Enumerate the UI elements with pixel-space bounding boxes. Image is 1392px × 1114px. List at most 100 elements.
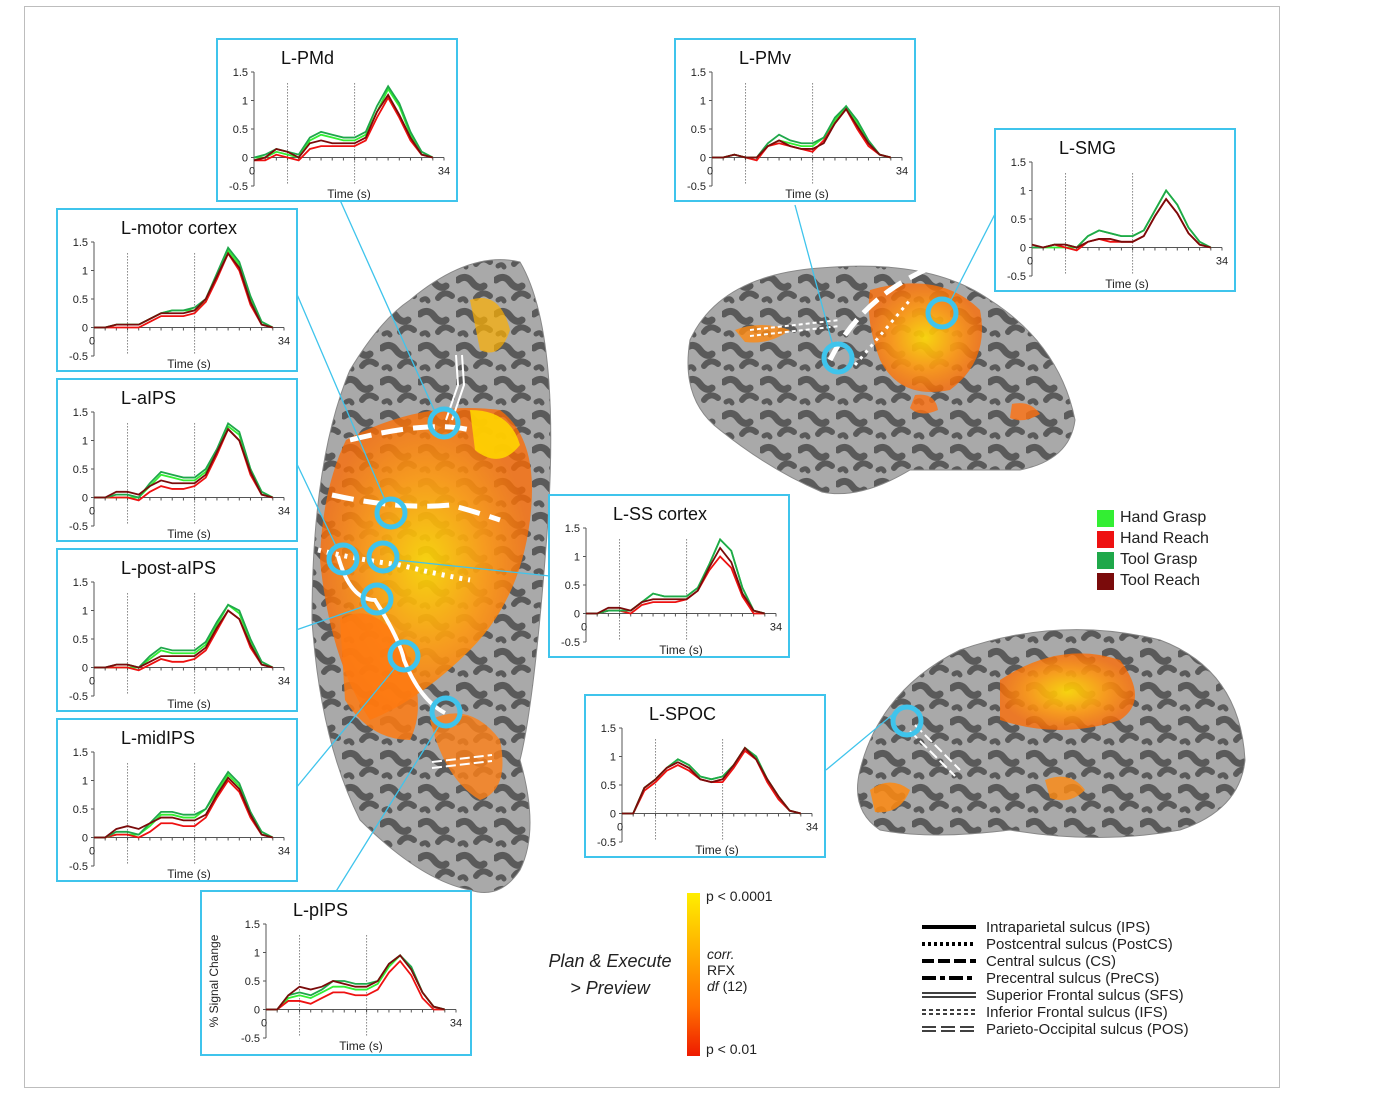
y-tick-label: -0.5 — [69, 351, 88, 363]
sulcus-line-double — [922, 992, 976, 998]
legend-item: Tool Grasp — [1097, 550, 1197, 570]
y-tick-label: -0.5 — [687, 181, 706, 193]
series-line — [94, 427, 274, 499]
x-tick-label: 34 — [278, 506, 290, 518]
series-line — [266, 959, 445, 1011]
series-line — [94, 251, 274, 329]
x-axis-label: Time (s) — [1105, 277, 1149, 290]
y-tick-label: 1.5 — [1011, 157, 1026, 169]
y-tick-label: 0 — [610, 809, 616, 821]
sulcus-item: Postcentral sulcus (PostCS) — [920, 935, 1173, 953]
x-tick-label: 34 — [896, 166, 908, 178]
roi-ss — [366, 540, 400, 574]
y-tick-label: 0 — [82, 833, 88, 845]
sulcus-item: Central sulcus (CS) — [920, 952, 1116, 970]
brain-medial-view — [857, 629, 1246, 838]
x-tick-label: 34 — [1216, 256, 1228, 268]
brain-dorsal-view — [311, 259, 552, 893]
sulcus-line-dashdot — [922, 976, 976, 980]
series-line — [94, 427, 274, 502]
series-line — [586, 555, 765, 615]
sulcus-item: Parieto-Occipital sulcus (POS) — [920, 1020, 1189, 1038]
chart-title: L-PMd — [281, 48, 334, 68]
colorbar-stat-df: df — [707, 978, 719, 994]
y-tick-label: 0 — [1020, 243, 1026, 255]
chart-title: L-SPOC — [649, 704, 716, 724]
legend-swatch — [1097, 509, 1114, 527]
legend-item: Tool Reach — [1097, 571, 1200, 591]
series-line — [94, 609, 274, 672]
y-tick-label: -0.5 — [241, 1033, 260, 1045]
sulcus-label: Central sulcus (CS) — [986, 952, 1117, 970]
x-tick-label: 0 — [249, 166, 255, 178]
y-tick-label: 0 — [82, 493, 88, 505]
x-tick-label: 34 — [806, 822, 818, 834]
x-tick-label: 34 — [278, 336, 290, 348]
y-tick-label: 0 — [82, 323, 88, 335]
x-tick-label: 0 — [261, 1018, 267, 1030]
series-line — [586, 537, 766, 615]
x-axis-label: Time (s) — [327, 187, 371, 200]
sulcus-label: Superior Frontal sulcus (SFS) — [986, 986, 1184, 1004]
y-tick-label: 1 — [82, 436, 88, 448]
x-tick-label: 0 — [89, 846, 95, 858]
roi-smg — [925, 296, 959, 330]
chart-title: L-pIPS — [293, 900, 348, 920]
y-tick-label: 0 — [242, 153, 248, 165]
legend-swatch — [1097, 572, 1114, 590]
series-line — [586, 546, 766, 615]
x-tick-label: 34 — [438, 166, 450, 178]
sulcus-line-solid — [922, 925, 976, 929]
chart-title: L-SMG — [1059, 138, 1116, 158]
series-line — [254, 95, 434, 162]
sulcus-item: Precentral sulcus (PreCS) — [920, 969, 1159, 987]
colorbar — [687, 893, 700, 1056]
legend-label: Tool Reach — [1120, 572, 1201, 589]
legend-swatch — [1097, 551, 1114, 569]
sulcus-line-dotted — [922, 942, 976, 946]
chart-title: L-SS cortex — [613, 504, 707, 524]
y-tick-label: 0.5 — [73, 804, 88, 816]
chart-panel-post-aips: L-post-aIPS 1.5 1 0.5 0 -0.5 0 34 Time (s) — [56, 548, 298, 712]
series-line — [94, 609, 274, 669]
y-tick-label: 1 — [254, 948, 260, 960]
roi-motor — [374, 496, 408, 530]
x-axis-label: Time (s) — [339, 1039, 383, 1053]
series-line — [712, 107, 892, 159]
chart-title: L-midIPS — [121, 728, 195, 748]
chart-panel-ss: L-SS cortex 1.5 1 0.5 0 -0.5 0 34 Time (s) — [548, 494, 790, 658]
y-tick-label: 0 — [574, 609, 580, 621]
y-tick-label: 1.5 — [565, 523, 580, 535]
roi-pmd — [427, 406, 461, 440]
sulcus-label: Parieto-Occipital sulcus (POS) — [986, 1020, 1189, 1038]
x-axis-label: Time (s) — [167, 867, 211, 880]
x-axis-label: Time (s) — [659, 643, 703, 656]
sulcus-label: Inferior Frontal sulcus (IFS) — [986, 1003, 1168, 1021]
y-tick-label: 0 — [700, 153, 706, 165]
y-tick-label: 1.5 — [73, 237, 88, 249]
y-tick-label: -0.5 — [69, 521, 88, 533]
colorbar-top-label: p < 0.0001 — [706, 888, 773, 904]
y-tick-label: 1 — [82, 776, 88, 788]
chart-panel-smg: L-SMG 1.5 1 0.5 0 -0.5 0 34 Time (s) — [994, 128, 1236, 292]
y-tick-label: 0.5 — [73, 294, 88, 306]
sulcus-label: Precentral sulcus (PreCS) — [986, 969, 1160, 987]
x-tick-label: 0 — [89, 506, 95, 518]
legend-item: Hand Grasp — [1097, 508, 1206, 528]
legend-label: Hand Reach — [1120, 530, 1209, 547]
y-tick-label: 1 — [242, 96, 248, 108]
y-tick-label: 0 — [82, 663, 88, 675]
roi-midips — [387, 639, 421, 673]
series-line — [1031, 197, 1212, 249]
y-tick-label: 0 — [254, 1005, 260, 1017]
y-tick-label: -0.5 — [69, 691, 88, 703]
y-tick-label: 1.5 — [245, 919, 260, 931]
contrast-label-line2: > Preview — [570, 978, 650, 998]
connector-lines — [295, 199, 997, 894]
contrast-label-line1: Plan & Execute — [548, 951, 672, 971]
